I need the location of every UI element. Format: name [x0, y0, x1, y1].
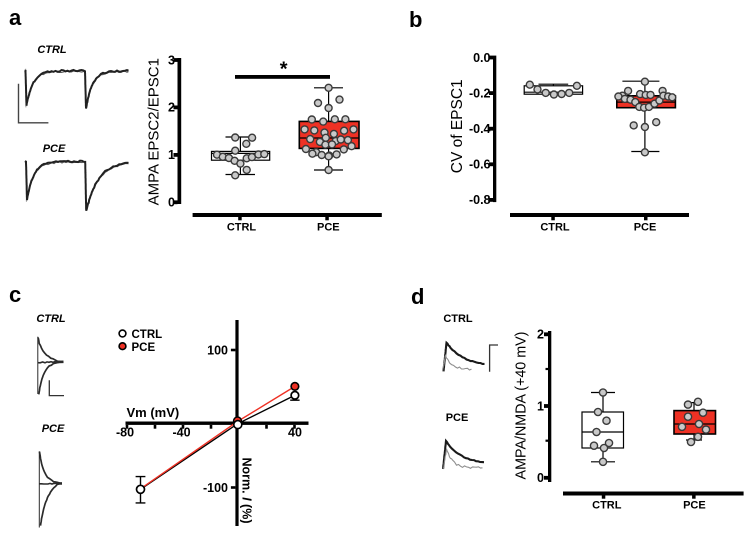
svg-text:-0.6: -0.6	[469, 158, 491, 172]
svg-text:PCE: PCE	[683, 500, 706, 512]
svg-text:100: 100	[207, 344, 228, 358]
svg-text:-0.8: -0.8	[469, 193, 491, 207]
svg-text:d: d	[411, 284, 424, 309]
svg-text:PCE: PCE	[446, 412, 469, 424]
svg-text:1: 1	[537, 399, 544, 413]
svg-text:*: *	[280, 59, 288, 81]
svg-text:PCE: PCE	[317, 222, 340, 234]
svg-text:CTRL: CTRL	[36, 313, 66, 325]
svg-text:-80: -80	[116, 426, 134, 440]
svg-text:CV of EPSC1: CV of EPSC1	[449, 79, 466, 173]
svg-text:CTRL: CTRL	[37, 44, 67, 56]
svg-text:PCE: PCE	[42, 423, 65, 435]
svg-text:AMPA/NMDA (+40 mV): AMPA/NMDA (+40 mV)	[514, 332, 530, 480]
svg-text:0.0: 0.0	[473, 51, 490, 65]
svg-text:CTRL: CTRL	[227, 222, 257, 234]
svg-text:-40: -40	[172, 426, 190, 440]
svg-text:Norm. I (%): Norm. I (%)	[240, 458, 254, 524]
svg-text:0: 0	[537, 471, 544, 485]
svg-text:c: c	[9, 282, 21, 307]
svg-text:PCE: PCE	[132, 342, 156, 354]
svg-text:CTRL: CTRL	[443, 313, 473, 325]
svg-text:Vm (mV): Vm (mV)	[127, 405, 180, 420]
svg-text:-0.2: -0.2	[469, 86, 491, 100]
svg-text:1: 1	[168, 148, 175, 162]
svg-text:-0.4: -0.4	[469, 122, 491, 136]
svg-text:b: b	[409, 7, 422, 32]
svg-text:0: 0	[168, 196, 175, 210]
svg-text:CTRL: CTRL	[132, 329, 163, 341]
svg-text:40: 40	[288, 426, 302, 440]
svg-text:2: 2	[168, 101, 175, 115]
svg-text:AMPA EPSC2/EPSC1: AMPA EPSC2/EPSC1	[146, 58, 163, 205]
svg-text:3: 3	[168, 53, 175, 67]
svg-text:-100: -100	[203, 481, 228, 495]
svg-text:CTRL: CTRL	[540, 222, 570, 234]
svg-text:CTRL: CTRL	[592, 500, 622, 512]
svg-text:PCE: PCE	[43, 143, 66, 155]
svg-text:2: 2	[537, 328, 544, 342]
svg-text:a: a	[9, 5, 22, 30]
svg-text:PCE: PCE	[634, 222, 657, 234]
